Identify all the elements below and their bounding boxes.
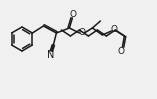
Text: O: O (111, 25, 118, 34)
Text: N: N (47, 50, 54, 60)
Text: O: O (118, 47, 125, 56)
Text: O: O (70, 10, 77, 19)
Text: O: O (79, 28, 86, 37)
